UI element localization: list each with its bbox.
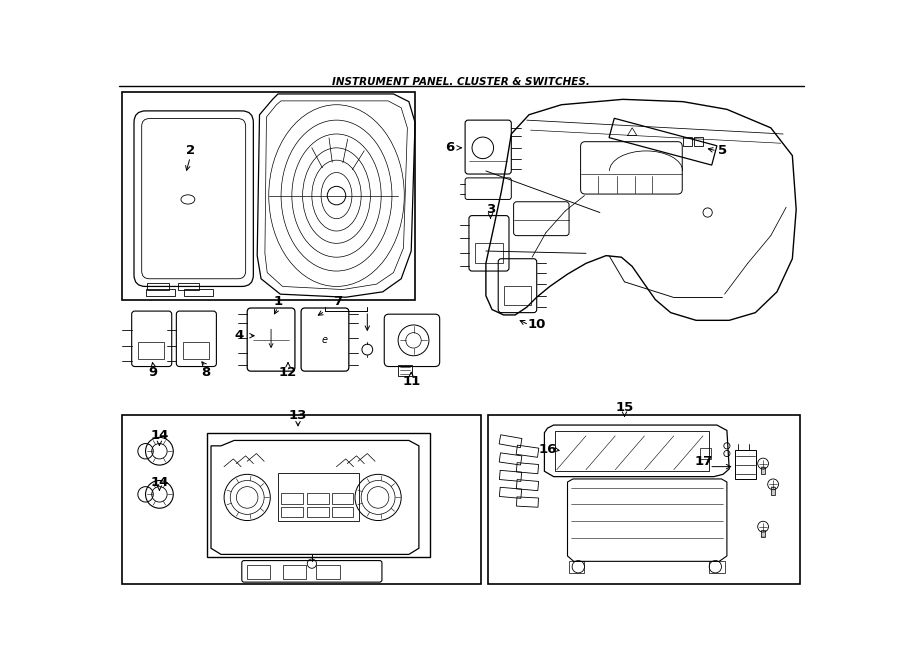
Bar xyxy=(332,507,354,518)
Text: 16: 16 xyxy=(538,443,557,456)
Text: 13: 13 xyxy=(289,408,307,422)
Text: 17: 17 xyxy=(695,455,713,468)
Bar xyxy=(178,283,200,290)
Text: 5: 5 xyxy=(718,145,727,157)
Bar xyxy=(317,565,339,579)
Bar xyxy=(147,283,168,290)
Text: 8: 8 xyxy=(201,366,211,379)
Text: 12: 12 xyxy=(279,366,297,379)
Bar xyxy=(281,507,302,518)
Text: 14: 14 xyxy=(150,430,168,442)
Text: 1: 1 xyxy=(274,295,283,308)
Text: 11: 11 xyxy=(402,375,420,389)
Text: INSTRUMENT PANEL. CLUSTER & SWITCHES.: INSTRUMENT PANEL. CLUSTER & SWITCHES. xyxy=(332,77,590,87)
Bar xyxy=(146,289,175,297)
Text: 15: 15 xyxy=(616,401,634,414)
Bar xyxy=(183,342,209,359)
Bar xyxy=(709,561,725,573)
Text: 10: 10 xyxy=(527,319,546,331)
Ellipse shape xyxy=(328,186,346,205)
Text: 3: 3 xyxy=(486,203,495,216)
Bar xyxy=(307,493,328,504)
Bar xyxy=(569,561,584,573)
Bar xyxy=(683,137,692,146)
Text: e: e xyxy=(322,335,328,345)
Bar xyxy=(278,473,359,520)
Bar xyxy=(332,493,354,504)
Bar xyxy=(248,565,270,579)
Bar xyxy=(488,415,800,584)
Bar xyxy=(122,92,415,299)
Bar xyxy=(398,365,412,375)
Bar xyxy=(734,449,756,479)
Bar xyxy=(138,342,164,359)
Bar xyxy=(184,289,213,297)
Bar xyxy=(694,137,703,146)
Text: 9: 9 xyxy=(148,366,157,379)
Bar xyxy=(283,565,306,579)
Text: 2: 2 xyxy=(185,145,194,157)
Bar xyxy=(281,493,302,504)
Text: 7: 7 xyxy=(334,295,343,308)
Bar xyxy=(207,433,430,557)
Bar xyxy=(760,529,765,537)
Bar xyxy=(770,487,776,495)
Text: 14: 14 xyxy=(150,475,168,488)
Bar xyxy=(504,286,530,305)
Bar xyxy=(555,431,709,471)
Bar xyxy=(307,507,328,518)
Text: 4: 4 xyxy=(235,329,244,342)
Bar xyxy=(475,243,503,263)
Bar xyxy=(122,415,481,584)
Text: 6: 6 xyxy=(446,141,454,155)
Bar xyxy=(700,448,711,459)
Bar xyxy=(760,467,765,475)
